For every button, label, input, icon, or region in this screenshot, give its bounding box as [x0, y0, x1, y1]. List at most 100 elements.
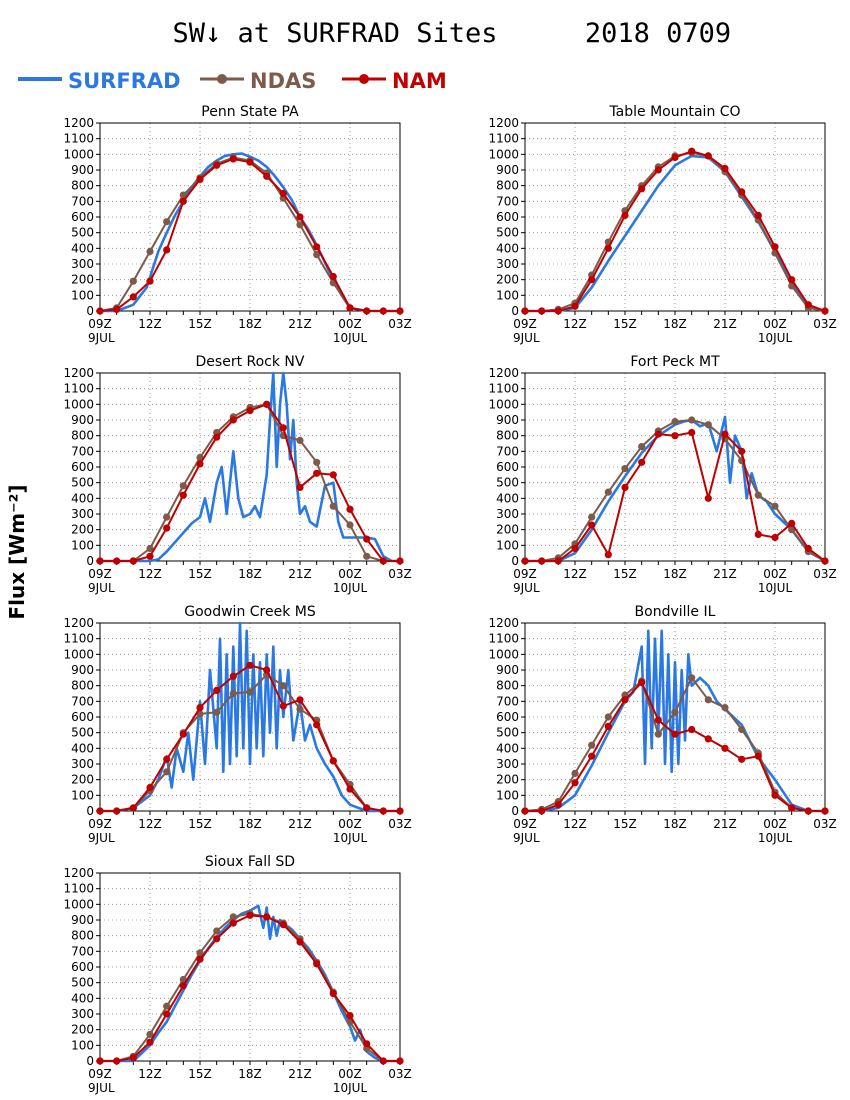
series-point-nam — [96, 557, 104, 565]
series-point-ndas — [346, 521, 354, 529]
series-point-nam — [96, 1057, 104, 1065]
y-tick-label: 400 — [496, 241, 519, 255]
series-point-nam — [571, 544, 579, 553]
series-point-nam — [554, 557, 562, 565]
series-point-nam — [521, 307, 529, 315]
series-point-nam — [329, 990, 337, 998]
y-tick-label: 1100 — [63, 382, 94, 396]
y-tick-label: 1200 — [488, 366, 519, 380]
legend-surfrad-label: SURFRAD — [68, 69, 181, 93]
x-tick-label: 21Z — [713, 317, 737, 331]
plot-frame — [99, 372, 401, 562]
x-tick-label: 00Z — [338, 317, 362, 331]
series-point-nam — [521, 807, 529, 815]
x-tick-label: 12Z — [138, 817, 162, 831]
series-point-ndas — [179, 482, 187, 490]
series-point-ndas — [296, 436, 304, 444]
x-date-label: 9JUL — [88, 581, 115, 595]
series-point-nam — [263, 666, 271, 674]
series-point-ndas — [704, 696, 712, 704]
x-tick-label: 18Z — [238, 567, 262, 581]
series-point-ndas — [638, 443, 646, 451]
series-point-ndas — [313, 251, 321, 259]
x-tick-label: 21Z — [288, 567, 312, 581]
series-point-nam — [604, 551, 612, 559]
figure-title: SW↓ at SURFRAD Sites — [172, 18, 497, 49]
series-point-nam — [163, 246, 171, 254]
series-point-nam — [654, 430, 662, 438]
y-tick-label: 800 — [71, 179, 94, 193]
series-point-nam — [246, 911, 254, 919]
x-tick-label: 09Z — [513, 567, 537, 581]
x-tick-label: 12Z — [138, 1067, 162, 1081]
x-tick-label: 15Z — [613, 817, 637, 831]
y-tick-label: 1100 — [488, 632, 519, 646]
x-tick-label: 12Z — [138, 567, 162, 581]
y-tick-label: 900 — [71, 913, 94, 927]
panel-title: Bondville IL — [635, 604, 716, 620]
y-tick-label: 500 — [71, 226, 94, 240]
series-point-nam — [721, 744, 729, 752]
series-point-nam — [671, 153, 679, 162]
series-point-ndas — [146, 247, 154, 256]
y-tick-label: 100 — [496, 788, 519, 802]
series-point-nam — [671, 730, 679, 738]
x-tick-label: 09Z — [88, 1067, 112, 1081]
y-tick-label: 0 — [86, 1054, 94, 1068]
panel-title: Penn State PA — [201, 104, 299, 120]
series-point-nam — [754, 752, 762, 760]
series-point-ndas — [621, 465, 629, 473]
panel-title: Table Mountain CO — [608, 104, 740, 120]
series-point-nam — [363, 804, 371, 812]
y-tick-label: 100 — [496, 288, 519, 302]
series-point-nam — [329, 471, 337, 479]
series-point-nam — [96, 807, 104, 815]
x-date-label: 10JUL — [758, 831, 793, 845]
series-point-nam — [363, 535, 371, 543]
series-point-nam — [113, 1057, 121, 1065]
y-tick-label: 600 — [71, 460, 94, 474]
series-point-nam — [196, 704, 204, 712]
y-tick-label: 400 — [496, 491, 519, 505]
y-tick-label: 800 — [71, 929, 94, 943]
y-tick-label: 600 — [496, 710, 519, 724]
series-point-nam — [654, 716, 662, 724]
x-date-label: 10JUL — [333, 1081, 368, 1095]
y-tick-label: 800 — [71, 679, 94, 693]
series-point-ndas — [196, 949, 204, 957]
y-tick-label: 500 — [496, 476, 519, 490]
series-point-nam — [588, 276, 596, 284]
series-point-nam — [638, 458, 646, 466]
series-point-nam — [363, 1040, 371, 1048]
series-point-nam — [588, 752, 596, 760]
series-point-ndas — [588, 741, 596, 749]
series-point-nam — [296, 696, 304, 704]
series-point-ndas — [296, 221, 304, 229]
x-tick-label: 15Z — [188, 1067, 212, 1081]
series-point-nam — [129, 293, 137, 301]
x-tick-label: 12Z — [563, 567, 587, 581]
x-tick-label: 03Z — [813, 317, 837, 331]
y-tick-label: 1000 — [63, 647, 94, 661]
x-tick-label: 03Z — [388, 317, 412, 331]
series-point-nam — [129, 804, 137, 812]
series-point-nam — [279, 189, 287, 198]
plot-frame — [524, 122, 826, 312]
x-date-label: 10JUL — [758, 581, 793, 595]
y-tick-label: 400 — [71, 991, 94, 1005]
x-tick-label: 09Z — [513, 817, 537, 831]
x-date-label: 9JUL — [513, 331, 540, 345]
series-point-nam — [113, 807, 121, 815]
y-tick-label: 300 — [496, 757, 519, 771]
series-point-nam — [179, 197, 187, 205]
x-date-label: 9JUL — [513, 831, 540, 845]
series-point-nam — [296, 938, 304, 946]
series-point-nam — [571, 779, 579, 787]
series-point-ndas — [213, 708, 221, 716]
x-tick-label: 18Z — [238, 1067, 262, 1081]
plot-frame — [524, 372, 826, 562]
series-point-nam — [704, 494, 712, 502]
series-point-ndas — [721, 704, 729, 712]
series-point-nam — [771, 791, 779, 799]
